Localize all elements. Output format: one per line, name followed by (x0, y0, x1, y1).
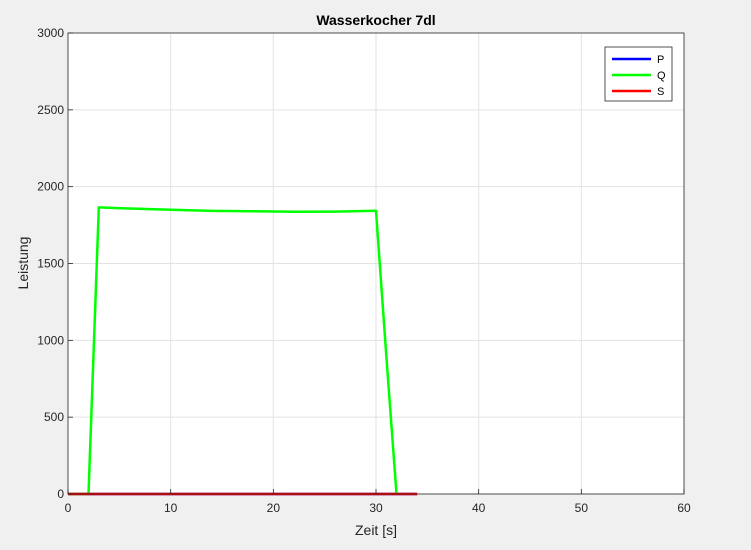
x-tick-label: 30 (369, 501, 383, 515)
x-tick-label: 20 (267, 501, 281, 515)
legend: PQS (604, 46, 673, 102)
x-axis-label: Zeit [s] (355, 522, 397, 538)
x-tick-label: 0 (65, 501, 72, 515)
x-tick-label: 40 (472, 501, 486, 515)
y-axis-label: Leistung (15, 237, 31, 290)
y-tick-label: 500 (44, 410, 64, 424)
legend-label-q: Q (657, 70, 666, 82)
legend-label-p: P (657, 54, 664, 66)
y-tick-label: 1000 (37, 333, 64, 347)
x-tick-label: 60 (677, 501, 691, 515)
x-tick-label: 10 (164, 501, 178, 515)
y-tick-label: 2000 (37, 180, 64, 194)
chart-title: Wasserkocher 7dl (316, 12, 435, 28)
y-tick-label: 0 (57, 487, 64, 501)
x-tick-label: 50 (575, 501, 589, 515)
y-tick-label: 3000 (37, 26, 64, 40)
legend-label-s: S (657, 86, 664, 98)
y-tick-label: 2500 (37, 103, 64, 117)
y-tick-label: 1500 (37, 257, 64, 271)
ticks: 0 10 20 30 40 50 60 0 500 1000 1500 2000 2500 3000 (37, 26, 691, 515)
